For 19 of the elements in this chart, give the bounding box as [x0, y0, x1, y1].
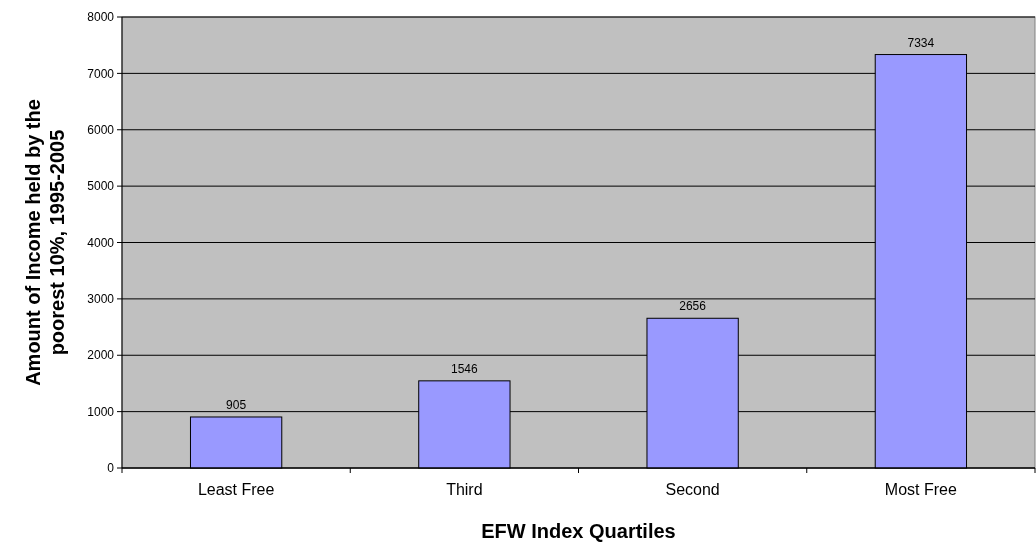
x-tick-label: Most Free: [884, 481, 957, 498]
y-tick-label: 2000: [87, 348, 115, 363]
data-label: 2656: [679, 299, 707, 314]
x-tick-label: Least Free: [197, 481, 275, 498]
y-tick-label: 5000: [87, 179, 115, 194]
y-tick-label: 1000: [87, 404, 115, 419]
y-tick-label: 6000: [87, 122, 115, 137]
x-tick-label: Third: [446, 481, 483, 498]
x-tick-label: Second: [665, 481, 720, 498]
y-tick-label: 8000: [87, 10, 115, 25]
y-tick-label: 7000: [87, 66, 115, 81]
data-label: 1546: [451, 361, 479, 376]
data-label: 905: [226, 397, 247, 412]
y-tick-label: 4000: [87, 235, 115, 250]
y-axis-title: Amount of Income held by the poorest 10%, 1995-2005: [22, 99, 68, 386]
y-tick-label: 3000: [87, 292, 115, 307]
x-axis-title: EFW Index Quartiles: [481, 520, 676, 542]
y-tick-label: 0: [107, 461, 115, 476]
data-label: 7334: [907, 35, 935, 50]
